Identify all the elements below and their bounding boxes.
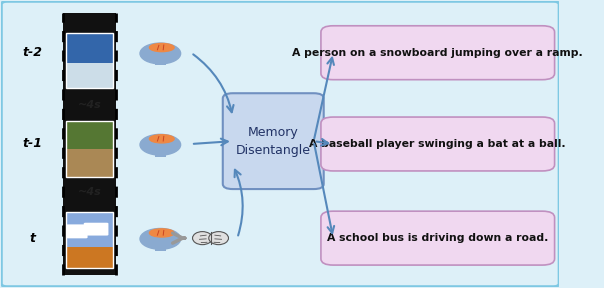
Text: A baseball player swinging a bat at a ball.: A baseball player swinging a bat at a ba… [309,139,566,149]
FancyBboxPatch shape [155,151,166,157]
FancyBboxPatch shape [65,63,113,88]
Text: A school bus is driving down a road.: A school bus is driving down a road. [327,233,548,243]
Ellipse shape [193,232,212,245]
FancyBboxPatch shape [321,26,554,80]
FancyBboxPatch shape [66,224,88,238]
Circle shape [140,134,181,155]
Ellipse shape [209,232,228,245]
Ellipse shape [149,43,174,52]
Ellipse shape [149,229,174,237]
Text: A person on a snowboard jumping over a ramp.: A person on a snowboard jumping over a r… [292,48,583,58]
FancyBboxPatch shape [63,13,116,275]
FancyBboxPatch shape [155,246,166,251]
Text: t: t [29,232,35,245]
FancyBboxPatch shape [223,93,324,189]
FancyBboxPatch shape [65,213,113,247]
Text: t-2: t-2 [22,46,42,59]
Text: ~4s: ~4s [77,101,101,111]
Circle shape [140,43,181,64]
FancyBboxPatch shape [65,121,113,149]
FancyBboxPatch shape [84,223,109,236]
FancyBboxPatch shape [155,60,166,65]
FancyBboxPatch shape [321,211,554,265]
Circle shape [140,228,181,249]
FancyBboxPatch shape [65,247,113,268]
Text: ~4s: ~4s [77,187,101,198]
Text: t-1: t-1 [22,137,42,151]
FancyBboxPatch shape [65,33,113,63]
FancyBboxPatch shape [1,1,559,287]
FancyBboxPatch shape [65,149,113,177]
Ellipse shape [149,135,174,143]
Text: Memory
Disentangle: Memory Disentangle [236,126,310,157]
FancyBboxPatch shape [321,117,554,171]
